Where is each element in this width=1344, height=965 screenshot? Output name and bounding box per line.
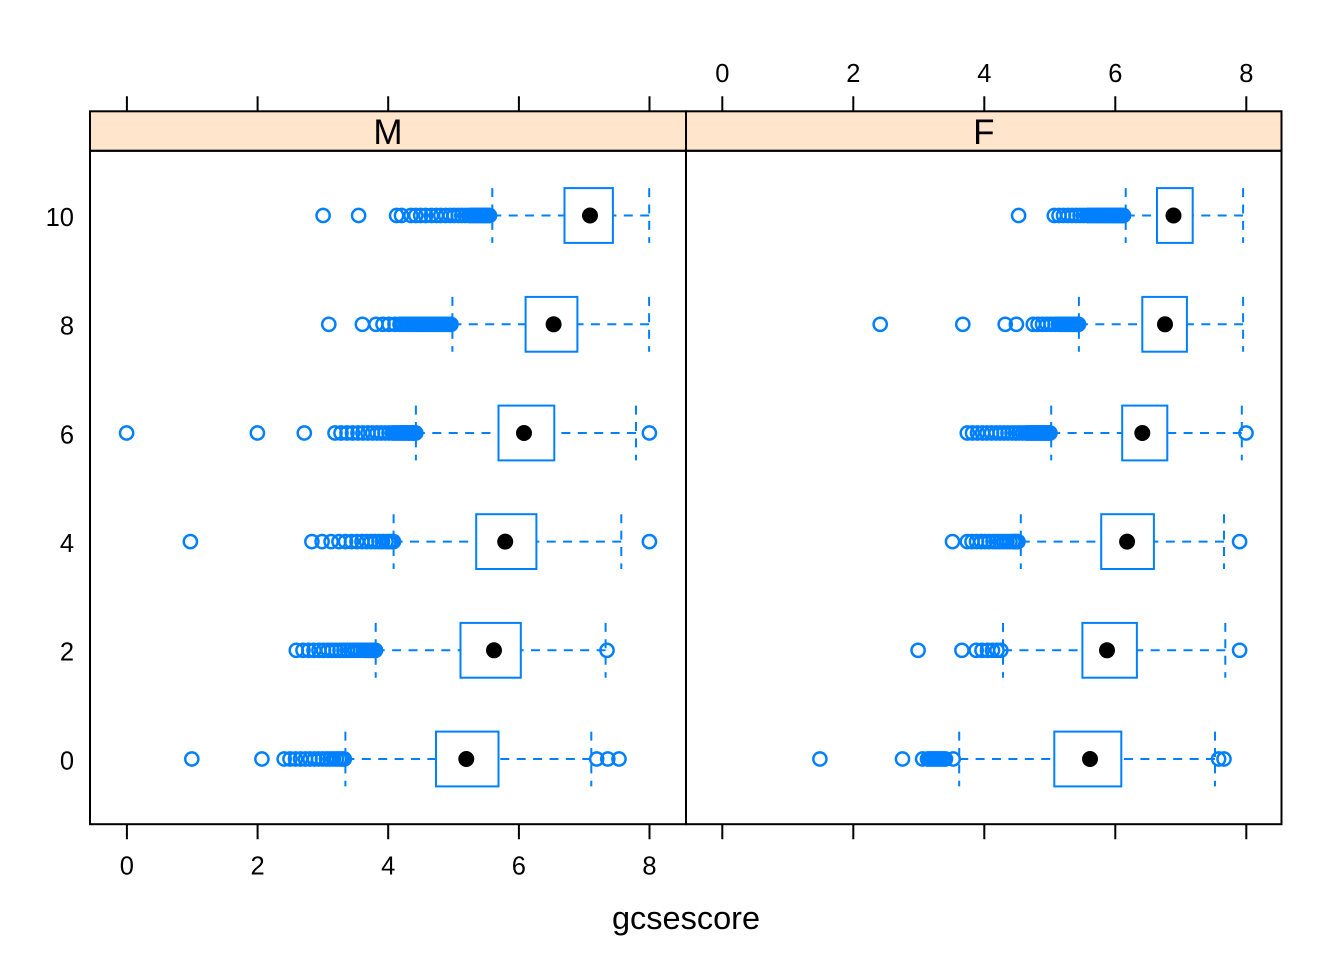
svg-text:8: 8 [60, 313, 74, 341]
svg-text:6: 6 [512, 852, 526, 880]
svg-text:F: F [973, 113, 994, 152]
svg-text:6: 6 [60, 421, 74, 449]
svg-text:M: M [373, 113, 402, 152]
svg-text:2: 2 [251, 852, 265, 880]
svg-text:0: 0 [60, 747, 74, 775]
svg-text:6: 6 [1108, 60, 1122, 88]
svg-text:4: 4 [381, 852, 395, 880]
svg-text:8: 8 [1239, 60, 1253, 88]
svg-text:10: 10 [46, 204, 74, 232]
svg-text:0: 0 [715, 60, 729, 88]
svg-text:4: 4 [60, 530, 74, 558]
svg-text:8: 8 [642, 852, 656, 880]
svg-text:2: 2 [60, 639, 74, 667]
svg-text:gcsescore: gcsescore [612, 900, 760, 936]
svg-text:4: 4 [977, 60, 991, 88]
svg-text:2: 2 [846, 60, 860, 88]
svg-text:0: 0 [120, 852, 134, 880]
